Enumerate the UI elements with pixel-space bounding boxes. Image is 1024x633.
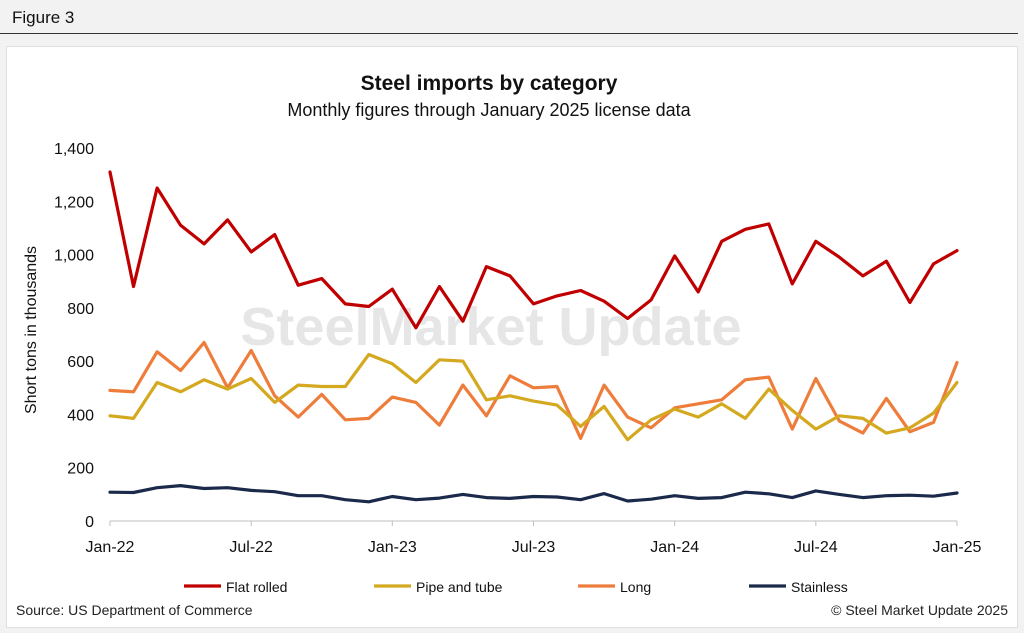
y-tick-label: 200 [67, 461, 94, 478]
chart-svg: SteelMarket Update Steel imports by cate… [23, 72, 982, 595]
x-tick-label: Jul-24 [794, 539, 838, 556]
x-tick-label: Jul-23 [512, 539, 556, 556]
series-line-stainless [108, 484, 959, 504]
legend-label-stainless: Stainless [791, 579, 848, 595]
series-line-pipe-and-tube [108, 352, 959, 442]
y-tick-label: 1,200 [54, 194, 94, 211]
series-line-long [108, 340, 959, 440]
series-line-flat-rolled [108, 170, 959, 330]
x-tick-label: Jan-22 [86, 539, 135, 556]
x-tick-label: Jan-24 [650, 539, 699, 556]
x-tick-label: Jul-22 [229, 539, 273, 556]
watermark: SteelMarket Update [240, 297, 741, 357]
y-tick-label: 800 [67, 301, 94, 318]
legend-label-pipe-and-tube: Pipe and tube [416, 579, 503, 595]
series-lines [108, 170, 959, 504]
figure-divider [0, 33, 1018, 34]
copyright-note: © Steel Market Update 2025 [831, 602, 1008, 618]
y-tick-label: 1,000 [54, 248, 94, 265]
chart-subtitle: Monthly figures through January 2025 lic… [287, 100, 691, 120]
legend-label-long: Long [620, 579, 651, 595]
y-axis-label: Short tons in thousands [23, 246, 40, 414]
legend-label-flat-rolled: Flat rolled [226, 579, 287, 595]
source-note: Source: US Department of Commerce [16, 602, 253, 618]
legend: Flat rolled Pipe and tube Long Stainless [184, 579, 848, 595]
x-tick-label: Jan-23 [368, 539, 417, 556]
chart-panel: SteelMarket Update Steel imports by cate… [6, 46, 1018, 628]
x-tick-label: Jan-25 [933, 539, 982, 556]
figure-label: Figure 3 [12, 8, 75, 27]
y-tick-label: 1,400 [54, 141, 94, 158]
y-tick-label: 600 [67, 354, 94, 371]
y-tick-label: 400 [67, 407, 94, 424]
chart-title: Steel imports by category [361, 72, 618, 95]
axes-group: 0 200 400 600 800 1,000 1,200 1,400 Jan-22 Jul-22… [54, 141, 982, 556]
y-tick-label: 0 [85, 514, 94, 531]
